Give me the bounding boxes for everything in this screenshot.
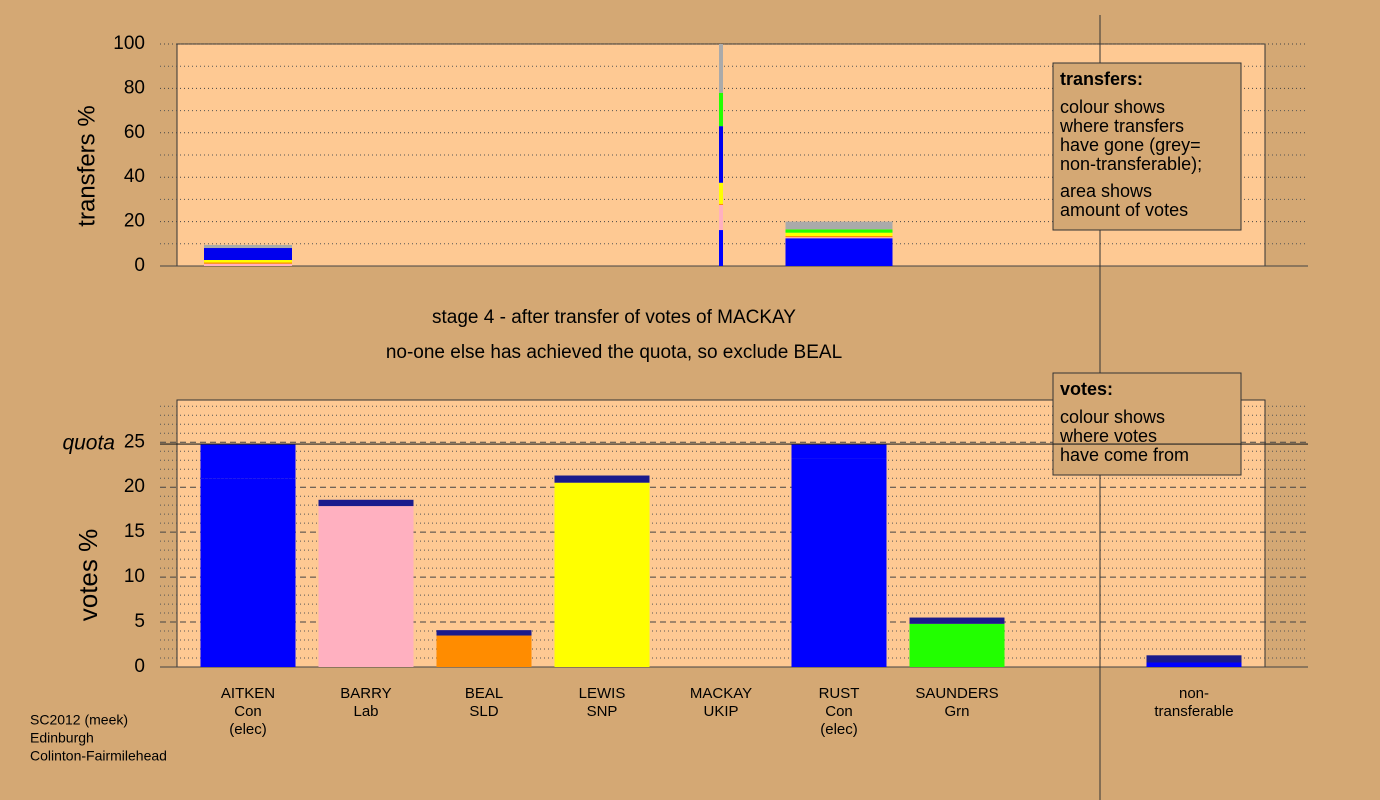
legend-box xyxy=(1052,372,1242,476)
x-tick-label: MACKAY xyxy=(690,685,752,702)
x-tick-label: Con xyxy=(234,703,262,720)
bar-segment xyxy=(719,44,723,93)
bar-segment xyxy=(719,204,723,231)
bar-segment xyxy=(554,475,650,483)
bar-segment xyxy=(1146,655,1242,663)
bar-segment xyxy=(785,237,893,239)
y-tick-label: 0 xyxy=(134,255,145,276)
y-tick-label: 40 xyxy=(124,166,145,187)
x-tick-label: non- xyxy=(1179,685,1209,702)
bar-segment xyxy=(318,499,414,507)
bar-segment xyxy=(1146,662,1242,667)
bar-segment xyxy=(909,617,1005,624)
bar-segment xyxy=(791,444,887,459)
bar-segment xyxy=(909,623,1005,667)
x-tick-label: Grn xyxy=(944,703,969,720)
x-tick-label: Con xyxy=(825,703,853,720)
x-tick-label: SNP xyxy=(587,703,618,720)
y-tick-label: 60 xyxy=(124,122,145,143)
y-tick-label: 15 xyxy=(124,521,145,542)
source: Edinburgh xyxy=(30,730,94,746)
bar-segment xyxy=(719,92,723,127)
legend-title: transfers: xyxy=(1060,69,1143,89)
legend-text: non-transferable); xyxy=(1060,154,1202,174)
bar-segment xyxy=(785,221,893,230)
bar-segment xyxy=(204,262,292,264)
caption: stage 4 - after transfer of votes of MAC… xyxy=(432,307,796,328)
legend-text: area shows xyxy=(1060,181,1152,201)
caption: no-one else has achieved the quota, so e… xyxy=(386,342,842,363)
y-tick-label: 80 xyxy=(124,77,145,98)
source: SC2012 (meek) xyxy=(30,712,128,728)
bar-segment xyxy=(719,182,723,204)
x-tick-label: (elec) xyxy=(820,721,858,738)
legend-box xyxy=(1052,62,1242,231)
x-tick-label: SLD xyxy=(469,703,498,720)
legend-title: votes: xyxy=(1060,379,1113,399)
legend-text: have come from xyxy=(1060,445,1189,465)
x-tick-label: BARRY xyxy=(340,685,391,702)
legend-text: colour shows xyxy=(1060,97,1165,117)
legend-text: where votes xyxy=(1059,426,1157,446)
bar-segment xyxy=(204,248,292,261)
x-tick-label: LEWIS xyxy=(579,685,626,702)
bar-segment xyxy=(785,238,893,266)
x-tick-label: RUST xyxy=(819,685,860,702)
y-tick-label: 10 xyxy=(124,566,145,587)
x-tick-label: Lab xyxy=(353,703,378,720)
y-tick-label: 25 xyxy=(124,431,145,452)
y-tick-label: 20 xyxy=(124,476,145,497)
bar-segment xyxy=(719,126,723,183)
y-tick-label: 5 xyxy=(134,611,145,632)
bar-segment xyxy=(719,203,723,205)
x-tick-label: SAUNDERS xyxy=(915,685,998,702)
legend-text: colour shows xyxy=(1060,407,1165,427)
y-axis-title: transfers % xyxy=(73,105,100,226)
y-tick-label: 0 xyxy=(134,656,145,677)
bar-segment xyxy=(436,635,532,667)
bar-segment xyxy=(785,236,893,238)
bar-segment xyxy=(200,444,296,479)
y-tick-label: 20 xyxy=(124,211,145,232)
source: Colinton-Fairmilehead xyxy=(30,748,167,764)
bar-segment xyxy=(785,232,893,237)
bar-segment xyxy=(719,230,723,266)
legend-text: have gone (grey= xyxy=(1060,135,1201,155)
bar-segment xyxy=(554,482,650,667)
legend-text: where transfers xyxy=(1059,116,1184,136)
bar-segment xyxy=(204,260,292,263)
x-tick-label: BEAL xyxy=(465,685,503,702)
bar-segment xyxy=(204,244,292,249)
bar-segment xyxy=(436,630,532,636)
bar-segment xyxy=(791,458,887,667)
bar-segment xyxy=(200,478,296,667)
quota-label: quota xyxy=(62,432,115,455)
y-axis-title: votes % xyxy=(73,529,103,622)
legend-text: amount of votes xyxy=(1060,200,1188,220)
x-tick-label: transferable xyxy=(1154,703,1233,720)
y-tick-label: 100 xyxy=(113,33,145,54)
x-tick-label: UKIP xyxy=(703,703,738,720)
x-tick-label: AITKEN xyxy=(221,685,275,702)
x-tick-label: (elec) xyxy=(229,721,267,738)
bar-segment xyxy=(785,229,893,233)
bar-segment xyxy=(204,263,292,266)
bar-segment xyxy=(318,506,414,667)
